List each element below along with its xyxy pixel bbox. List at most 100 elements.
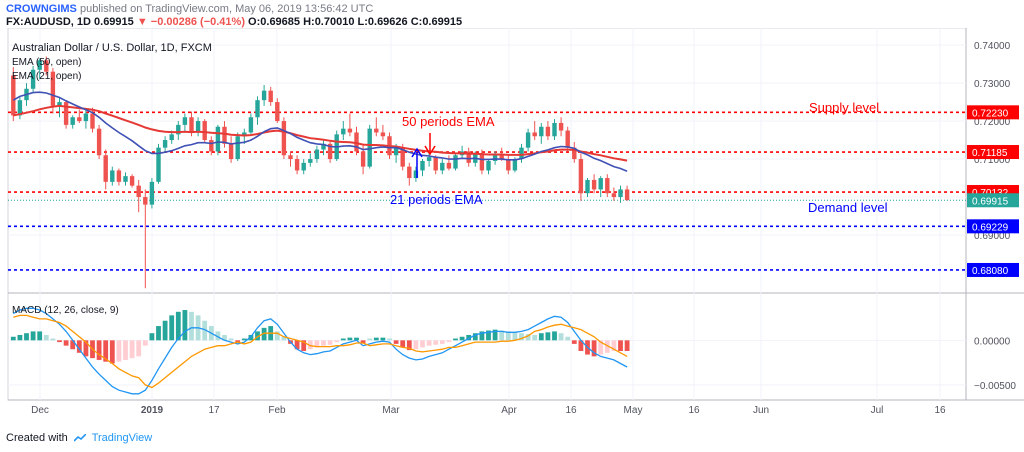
- macd-tick-label: 0.00000: [974, 336, 1011, 347]
- macd-histogram-bar: [598, 340, 604, 355]
- candle-body: [499, 155, 504, 160]
- macd-histogram-bar: [347, 337, 353, 341]
- macd-histogram-bar: [156, 326, 161, 341]
- legend-ema50: EMA (50, open): [12, 57, 81, 68]
- macd-histogram-bar: [76, 340, 82, 353]
- macd-histogram-bar: [532, 334, 538, 341]
- macd-histogram-bar: [10, 336, 16, 341]
- tradingview-link[interactable]: TradingView: [91, 432, 153, 444]
- macd-histogram-bar: [571, 340, 577, 344]
- price-chart[interactable]: 0.740000.730000.720000.710000.700000.690…: [0, 28, 1024, 428]
- candle-body: [611, 193, 617, 198]
- ema21-arrow-icon: [411, 147, 423, 158]
- candle-body: [314, 149, 320, 160]
- macd-histogram-bar: [426, 340, 432, 346]
- candle-body: [70, 117, 75, 125]
- footer: Created with TradingView: [6, 432, 152, 444]
- macd-histogram-bar: [228, 338, 234, 341]
- author-name[interactable]: CROWNGIMS: [6, 3, 77, 15]
- candle-body: [532, 132, 537, 137]
- candle-body: [37, 60, 42, 70]
- macd-tick-label: −0.00500: [974, 381, 1016, 392]
- candle-body: [420, 160, 425, 171]
- candle-body: [63, 102, 69, 125]
- macd-histogram-bar: [255, 331, 260, 341]
- candle-body: [50, 71, 56, 106]
- macd-histogram-bar: [393, 340, 399, 344]
- macd-histogram-bar: [222, 334, 227, 341]
- macd-histogram-bar: [373, 337, 379, 341]
- candle-body: [255, 100, 260, 118]
- candle-body: [17, 100, 23, 116]
- macd-histogram-bar: [182, 310, 188, 341]
- macd-histogram-bar: [96, 340, 102, 360]
- price-tick-label: 0.73000: [974, 79, 1011, 90]
- ema50-annotation: 50 periods EMA: [402, 114, 495, 129]
- candle-body: [374, 128, 379, 133]
- candle-body: [433, 157, 438, 171]
- macd-histogram-bar: [162, 320, 168, 341]
- macd-histogram-bar: [301, 340, 307, 352]
- candle-body: [539, 126, 544, 137]
- candle-body: [202, 121, 207, 141]
- macd-histogram-bar: [202, 320, 208, 341]
- macd-histogram-bar: [136, 340, 142, 357]
- macd-histogram-bar: [545, 332, 551, 341]
- candle-body: [407, 166, 412, 179]
- price-tick-label: 0.72000: [974, 117, 1011, 128]
- candle-body: [466, 151, 471, 163]
- candle-body: [354, 132, 359, 152]
- price-tick-label: 0.74000: [974, 41, 1011, 52]
- symbol-line: FX:AUDUSD, 1D 0.69915 ▼ −0.00286 (−0.41%…: [6, 16, 462, 28]
- macd-histogram-bar: [314, 340, 320, 348]
- macd-histogram-bar: [50, 338, 56, 341]
- ema50-arrow-icon: [424, 145, 436, 156]
- macd-histogram-bar: [400, 340, 406, 348]
- macd-histogram-bar: [169, 315, 175, 341]
- macd-histogram-bar: [387, 338, 392, 341]
- created-with: Created with: [6, 432, 68, 444]
- chart-title: Australian Dollar / U.S. Dollar, 1D, FXC…: [12, 42, 212, 54]
- candle-body: [143, 197, 148, 205]
- last-value: 0.69915: [94, 16, 134, 28]
- candle-body: [552, 122, 557, 137]
- level-badge-bg: [967, 105, 1019, 120]
- macd-histogram-bar: [578, 340, 584, 352]
- macd-histogram-bar: [63, 340, 69, 346]
- candle-body: [215, 126, 221, 152]
- candle-body: [453, 155, 458, 169]
- candle-body: [426, 157, 432, 161]
- candle-body: [136, 185, 141, 198]
- macd-histogram-bar: [459, 336, 465, 341]
- candle-body: [103, 155, 108, 182]
- macd-histogram-bar: [248, 334, 254, 341]
- macd-histogram-bar: [241, 338, 247, 341]
- candle-body: [44, 60, 49, 72]
- level-badge-label: 0.68080: [972, 266, 1009, 277]
- macd-histogram-bar: [367, 338, 373, 341]
- supply-level-label: Supply level: [809, 100, 879, 115]
- macd-histogram-bar: [83, 340, 89, 357]
- macd-histogram-bar: [492, 329, 498, 341]
- last-price-badge-bg: [967, 193, 1019, 208]
- candle-body: [591, 179, 597, 190]
- macd-histogram-bar: [24, 333, 29, 341]
- macd-histogram-bar: [37, 331, 43, 341]
- candle-body: [261, 90, 267, 101]
- candle-body: [618, 189, 623, 198]
- time-tick-label: Feb: [268, 405, 286, 416]
- time-tick-label: Jun: [753, 405, 769, 416]
- macd-histogram-bar: [446, 340, 452, 343]
- ema21-line: [12, 91, 628, 172]
- candle-body: [129, 176, 135, 186]
- candle-body: [558, 122, 564, 131]
- macd-histogram-bar: [499, 330, 505, 341]
- candle-body: [110, 170, 115, 182]
- candle-body: [585, 179, 590, 194]
- macd-histogram-bar: [472, 333, 478, 341]
- candle-body: [182, 117, 188, 125]
- time-tick-label: May: [624, 405, 643, 416]
- macd-histogram-bar: [294, 340, 300, 350]
- level-badge-label: 0.69229: [972, 222, 1009, 233]
- macd-histogram-bar: [57, 340, 62, 343]
